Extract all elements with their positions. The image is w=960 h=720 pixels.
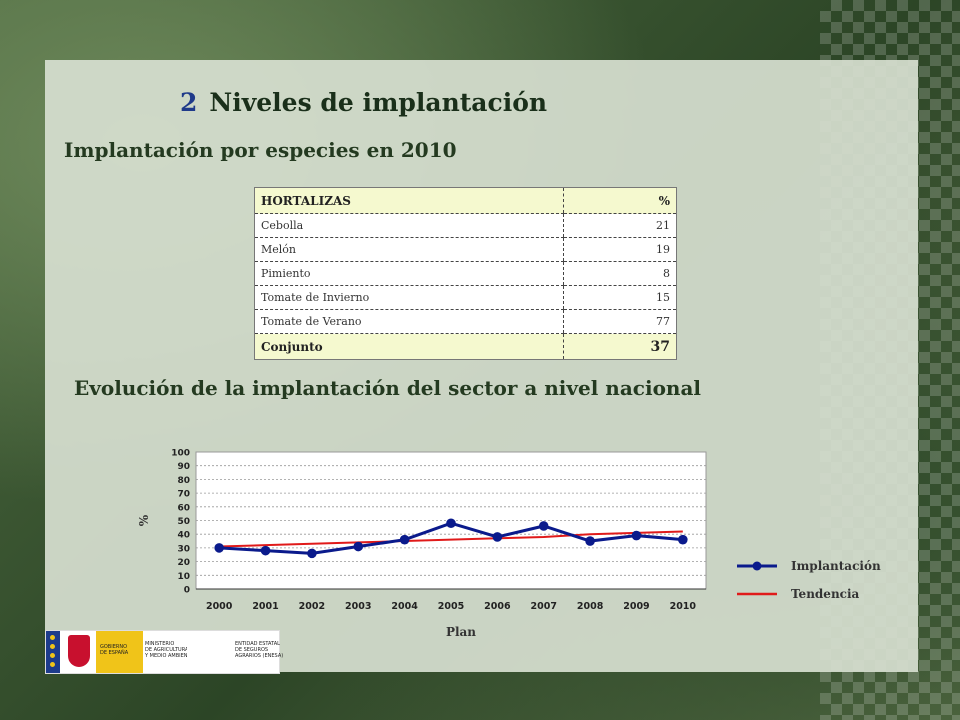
page-title: 2 Niveles de implantación (180, 88, 547, 117)
row-label: Melón (254, 237, 564, 262)
chart-title: Evolución de la implantación del sector … (74, 376, 702, 400)
x-tick-label: 2008 (577, 601, 604, 612)
coat-of-arms-icon (68, 635, 90, 667)
y-tick-label: 90 (177, 462, 190, 472)
y-tick-label: 0 (184, 586, 190, 596)
row-label: Tomate de Invierno (254, 285, 564, 310)
table-row: Melón 19 (254, 237, 677, 262)
chart-legend: Implantación Tendencia (737, 552, 881, 608)
logo-text-gobierno: GOBIERNO DE ESPAÑA (100, 644, 129, 656)
x-tick-label: 2003 (345, 601, 371, 612)
x-axis-ticks: 2000 2001 2002 2003 2004 2005 2006 2007 2008 2009… (206, 601, 696, 612)
grid-lines (196, 451, 706, 590)
y-tick-label: 30 (177, 544, 190, 554)
data-point (678, 534, 688, 545)
eu-flag-icon (46, 631, 60, 673)
row-value: 15 (563, 285, 677, 310)
data-point (446, 518, 456, 529)
data-point (353, 541, 364, 552)
table-row: Tomate de Invierno 15 (254, 285, 677, 310)
table-total-row: Conjunto 37 (254, 333, 677, 360)
row-label: Pimiento (254, 261, 564, 286)
x-tick-label: 2000 (206, 601, 233, 612)
total-value: 37 (563, 333, 677, 360)
x-tick-label: 2007 (531, 601, 557, 612)
data-point (492, 532, 503, 542)
x-axis-label: Plan (446, 625, 476, 639)
row-label: Cebolla (254, 213, 564, 238)
x-tick-label: 2002 (299, 601, 325, 612)
x-tick-label: 2004 (391, 601, 418, 612)
legend-item-tendencia: Tendencia (737, 580, 881, 608)
table-header-row: HORTALIZAS % (254, 187, 677, 214)
data-point (538, 521, 549, 531)
y-tick-label: 10 (177, 572, 190, 582)
row-value: 8 (563, 261, 677, 286)
x-tick-label: 2009 (623, 601, 649, 612)
section-title: Niveles de implantación (209, 88, 548, 117)
y-tick-label: 100 (171, 449, 190, 459)
logo-band: GOBIERNO DE ESPAÑA (96, 631, 143, 673)
row-value: 21 (563, 213, 677, 238)
row-value: 77 (563, 309, 677, 334)
series-line-tendencia (219, 530, 683, 548)
row-value: 19 (563, 237, 677, 262)
y-tick-label: 50 (177, 517, 190, 527)
y-tick-label: 60 (177, 503, 190, 513)
data-point (214, 543, 224, 553)
total-label: Conjunto (254, 333, 564, 360)
column-header-percent: % (563, 187, 677, 214)
legend-label: Tendencia (791, 587, 860, 601)
logo-band-enesa: ENTIDAD ESTATAL DE SEGUROS AGRARIOS (ENE… (187, 631, 283, 673)
legend-label: Implantación (791, 559, 881, 573)
government-logo: GOBIERNO DE ESPAÑA MINISTERIO DE AGRICUL… (45, 630, 283, 674)
table-row: Tomate de Verano 77 (254, 309, 677, 334)
x-tick-label: 2010 (670, 601, 697, 612)
data-point (585, 536, 595, 546)
y-tick-label: 20 (177, 558, 190, 568)
y-tick-label: 70 (177, 490, 190, 500)
legend-marker-tendencia (737, 592, 777, 596)
column-header-species: HORTALIZAS (254, 187, 564, 214)
y-axis-label: % (137, 514, 151, 526)
x-tick-label: 2006 (484, 601, 511, 612)
data-point (399, 534, 410, 545)
y-axis-ticks: 0 10 20 30 40 50 60 70 80 90 100 (171, 449, 190, 596)
legend-marker-implantacion (737, 561, 777, 571)
table-subtitle: Implantación por especies en 2010 (64, 138, 457, 162)
y-tick-label: 40 (177, 531, 190, 541)
legend-item-implantacion: Implantación (737, 552, 881, 580)
data-point (307, 548, 317, 559)
logo-text-enesa: ENTIDAD ESTATAL DE SEGUROS AGRARIOS (ENE… (235, 641, 284, 659)
x-tick-label: 2005 (438, 601, 464, 612)
x-tick-label: 2001 (252, 601, 278, 612)
data-point (631, 530, 642, 541)
chart-series (214, 518, 688, 559)
row-label: Tomate de Verano (254, 309, 564, 334)
table-row: Cebolla 21 (254, 213, 677, 238)
table-row: Pimiento 8 (254, 261, 677, 286)
data-point (260, 545, 271, 556)
section-number: 2 (180, 88, 198, 117)
species-table: HORTALIZAS % Cebolla 21 Melón 19 Pimient… (254, 187, 677, 360)
y-tick-label: 80 (177, 476, 190, 486)
